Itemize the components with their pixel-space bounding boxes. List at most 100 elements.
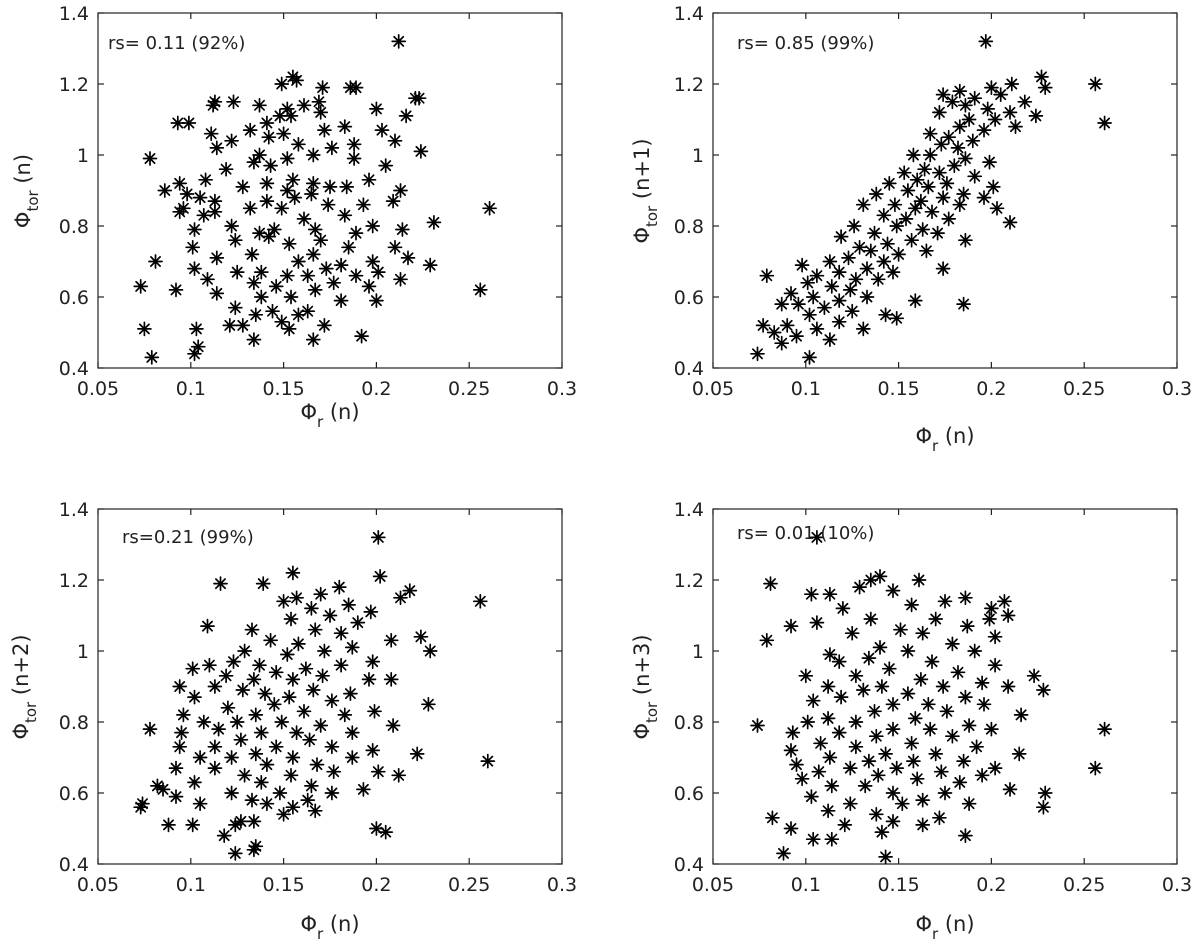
data-point: [935, 87, 951, 102]
data-point: [365, 743, 381, 758]
data-point: [874, 679, 890, 694]
data-point: [202, 657, 217, 673]
data-point: [361, 279, 377, 294]
data-markers: [133, 34, 497, 365]
data-point: [482, 200, 497, 216]
data-point: [356, 782, 371, 797]
data-point: [848, 668, 864, 684]
data-point: [976, 122, 992, 138]
data-point: [833, 229, 849, 244]
data-point: [302, 732, 317, 748]
y-tick-label: 1: [692, 641, 704, 663]
data-point: [987, 760, 1003, 776]
data-point: [393, 590, 408, 606]
data-point: [987, 629, 1003, 645]
data-point: [776, 846, 791, 861]
data-point: [952, 197, 968, 213]
data-point: [900, 643, 916, 659]
data-point: [800, 714, 816, 730]
data-point: [852, 239, 867, 255]
data-point: [891, 247, 906, 262]
y-tick-label: 1.2: [674, 74, 704, 96]
y-tick-label: 1: [77, 641, 89, 663]
data-point: [161, 817, 176, 833]
y-axis-symbol: Φ: [630, 227, 654, 244]
data-point: [378, 158, 394, 173]
data-point: [307, 803, 323, 819]
x-tick-label: 0.05: [77, 874, 119, 896]
data-point: [227, 817, 243, 833]
data-point: [804, 789, 819, 804]
y-tick-label: 1.4: [59, 499, 89, 521]
data-point: [1087, 76, 1103, 92]
data-point: [304, 601, 319, 616]
data-point: [933, 764, 949, 780]
data-point: [233, 732, 249, 748]
data-point: [933, 136, 949, 152]
data-point: [915, 817, 931, 833]
data-point: [958, 828, 973, 843]
data-point: [168, 760, 184, 776]
data-point: [209, 286, 225, 301]
x-tick-label: 0.3: [547, 874, 577, 896]
x-tick-labels: 0.05 0.1 0.15 0.2 0.25 0.3: [692, 874, 1192, 896]
data-point: [842, 796, 858, 812]
data-point: [893, 622, 908, 638]
data-point: [1002, 215, 1018, 230]
data-markers: [750, 34, 1112, 365]
data-point: [408, 90, 423, 106]
data-point: [246, 332, 262, 347]
data-point: [779, 318, 795, 333]
data-point: [266, 696, 282, 712]
data-point: [987, 112, 1003, 127]
data-point: [157, 183, 173, 198]
data-point: [361, 172, 377, 188]
data-point: [919, 243, 934, 259]
data-point: [755, 318, 771, 333]
data-point: [904, 735, 919, 751]
data-point: [391, 767, 407, 783]
data-point: [889, 760, 905, 776]
y-tick-label: 1.4: [674, 3, 704, 25]
data-point: [172, 739, 188, 755]
data-point: [296, 703, 312, 719]
data-point: [185, 661, 201, 677]
data-point: [304, 186, 319, 202]
data-point: [900, 183, 916, 198]
data-point: [300, 792, 316, 808]
data-point: [835, 601, 851, 616]
data-point: [213, 576, 228, 591]
data-point: [915, 625, 931, 641]
data-point: [809, 530, 825, 545]
data-point: [387, 133, 403, 149]
data-point: [907, 711, 923, 726]
data-point: [333, 257, 349, 273]
data-point: [281, 321, 297, 337]
data-point: [313, 105, 329, 120]
data-point: [324, 739, 340, 755]
data-point: [472, 282, 488, 298]
data-point: [842, 282, 858, 298]
data-point: [924, 204, 940, 220]
data-point: [967, 90, 983, 106]
data-point: [941, 211, 957, 227]
data-point: [224, 133, 239, 149]
data-point: [833, 689, 849, 705]
data-point: [791, 296, 806, 312]
data-point: [172, 204, 188, 220]
correlation-annotation: rs= 0.85 (99%): [737, 33, 874, 54]
data-point: [956, 296, 971, 312]
data-point: [863, 243, 879, 259]
y-tick-label: 1.2: [674, 570, 704, 592]
data-point: [874, 824, 890, 840]
data-point: [268, 279, 284, 294]
data-point: [1087, 760, 1103, 776]
y-tick-labels: 0.4 0.6 0.8 1 1.2 1.4: [59, 499, 89, 876]
y-tick-label: 1.4: [59, 3, 89, 25]
y-tick-label: 0.6: [59, 287, 89, 309]
data-point: [922, 147, 938, 163]
data-point: [318, 261, 334, 276]
data-point: [937, 785, 953, 801]
data-point: [798, 668, 814, 684]
